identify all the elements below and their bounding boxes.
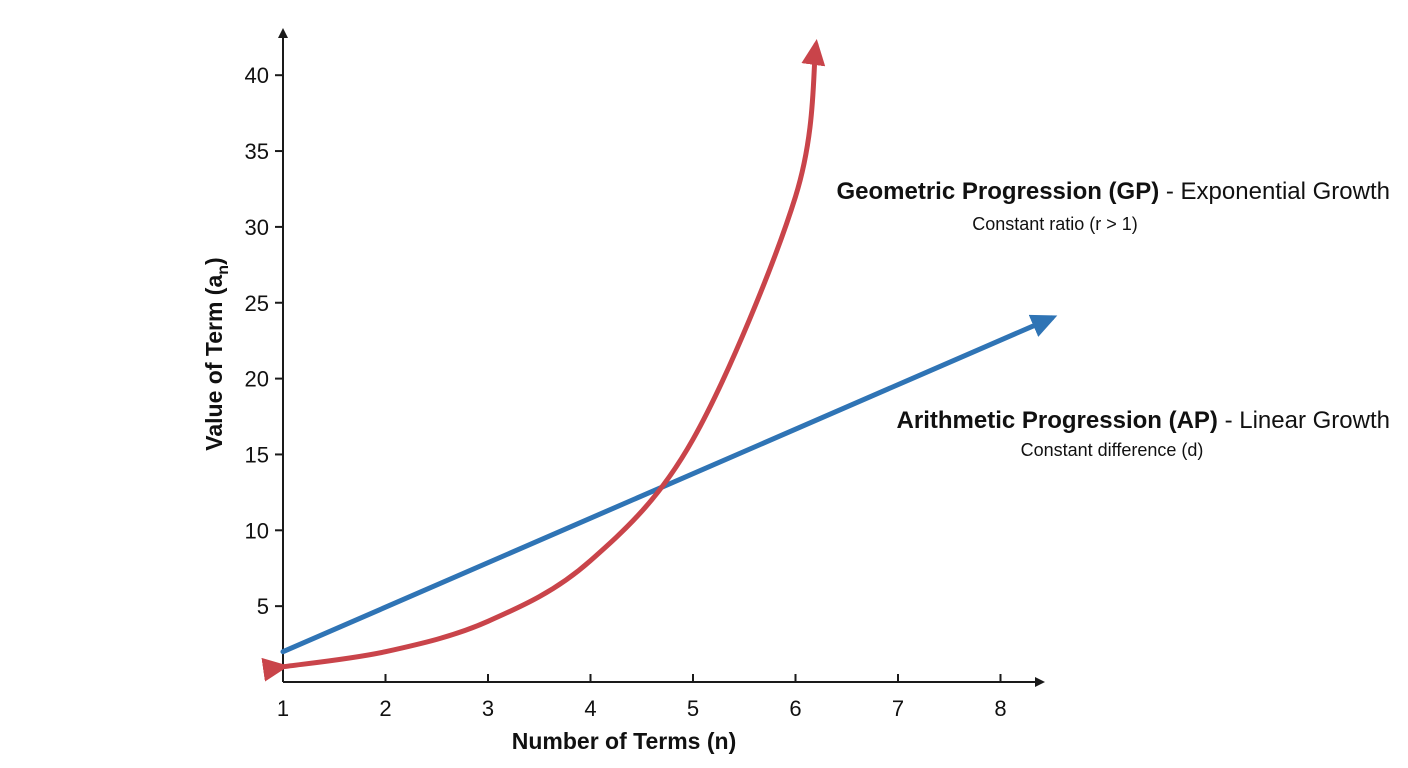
y-tick-label: 40: [245, 63, 269, 88]
y-axis-title-subscript: n: [215, 265, 232, 275]
y-tick-label: 25: [245, 291, 269, 316]
x-tick-label: 1: [277, 696, 289, 721]
axes: [278, 28, 1045, 687]
y-tick-label: 35: [245, 139, 269, 164]
y-ticks: 5 10 15 20 25 30 35 40: [245, 63, 283, 619]
y-tick-label: 15: [245, 442, 269, 467]
y-axis-title-suffix: ): [201, 257, 227, 265]
ap-annotation-sub: Constant difference (d): [1021, 440, 1204, 460]
y-tick-label: 30: [245, 215, 269, 240]
gp-annotation: Geometric Progression (GP) - Exponential…: [836, 178, 1390, 234]
x-tick-label: 4: [584, 696, 596, 721]
x-tick-label: 3: [482, 696, 494, 721]
ap-annotation-title: Arithmetic Progression (AP) - Linear Gro…: [897, 407, 1390, 434]
x-tick-label: 2: [379, 696, 391, 721]
y-tick-label: 10: [245, 518, 269, 543]
y-tick-label: 5: [257, 594, 269, 619]
ap-annotation-bold: Arithmetic Progression (AP): [897, 407, 1218, 434]
x-tick-label: 7: [892, 696, 904, 721]
ap-annotation: Arithmetic Progression (AP) - Linear Gro…: [897, 407, 1390, 460]
gp-series-line: [261, 38, 826, 682]
y-tick-label: 20: [245, 367, 269, 392]
x-tick-label: 6: [789, 696, 801, 721]
x-tick-label: 5: [687, 696, 699, 721]
gp-annotation-title: Geometric Progression (GP) - Exponential…: [836, 178, 1390, 205]
gp-annotation-bold: Geometric Progression (GP): [836, 178, 1159, 205]
series: [261, 38, 1058, 682]
x-axis-title: Number of Terms (n): [512, 728, 736, 754]
gp-annotation-sub: Constant ratio (r > 1): [972, 214, 1138, 234]
ap-annotation-rest: - Linear Growth: [1218, 407, 1390, 434]
ap-series-line: [280, 314, 1058, 655]
y-axis-title-main: Value of Term (a: [201, 275, 227, 451]
y-axis-title: Value of Term (an): [201, 257, 232, 450]
x-tick-label: 8: [994, 696, 1006, 721]
gp-annotation-rest: - Exponential Growth: [1159, 178, 1390, 205]
